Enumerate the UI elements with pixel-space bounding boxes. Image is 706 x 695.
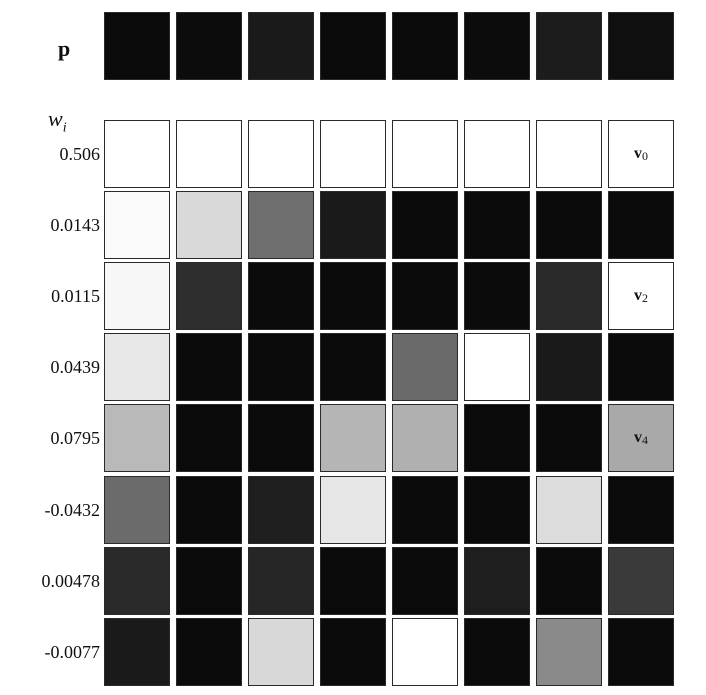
basis-cell bbox=[248, 404, 314, 472]
basis-cell bbox=[536, 547, 602, 615]
basis-cell bbox=[176, 262, 242, 330]
weight-label: 0.506 bbox=[59, 144, 101, 164]
basis-cell bbox=[464, 333, 530, 401]
weight-label: -0.0432 bbox=[44, 500, 101, 520]
basis-cell bbox=[248, 120, 314, 188]
basis-cell bbox=[392, 120, 458, 188]
basis-cell bbox=[248, 547, 314, 615]
basis-cell bbox=[104, 120, 170, 188]
weights-header-sub: i bbox=[62, 120, 67, 136]
p-label: p bbox=[58, 36, 71, 61]
basis-cell bbox=[104, 618, 170, 686]
p-cell bbox=[320, 12, 386, 80]
basis-cell bbox=[392, 476, 458, 544]
p-cell bbox=[248, 12, 314, 80]
basis-cell bbox=[176, 547, 242, 615]
basis-cell bbox=[176, 476, 242, 544]
basis-cell bbox=[320, 476, 386, 544]
basis-cell bbox=[320, 547, 386, 615]
basis-cell: v4 bbox=[608, 404, 674, 472]
basis-cell bbox=[464, 262, 530, 330]
basis-cell bbox=[536, 262, 602, 330]
basis-cell bbox=[536, 191, 602, 259]
p-cell bbox=[536, 12, 602, 80]
basis-cell bbox=[248, 262, 314, 330]
basis-vector-label: v4 bbox=[634, 428, 648, 447]
basis-cell bbox=[392, 618, 458, 686]
basis-cell bbox=[104, 262, 170, 330]
basis-cell bbox=[248, 191, 314, 259]
basis-cell bbox=[608, 476, 674, 544]
basis-cell bbox=[104, 476, 170, 544]
p-cell bbox=[608, 12, 674, 80]
basis-cell bbox=[464, 618, 530, 686]
basis-cell bbox=[464, 404, 530, 472]
basis-cell bbox=[176, 404, 242, 472]
basis-cell bbox=[320, 120, 386, 188]
basis-cell bbox=[536, 404, 602, 472]
basis-cell bbox=[536, 618, 602, 686]
basis-cell bbox=[608, 547, 674, 615]
basis-cell bbox=[392, 262, 458, 330]
basis-cell bbox=[320, 404, 386, 472]
basis-cell bbox=[104, 191, 170, 259]
basis-cell bbox=[320, 262, 386, 330]
basis-cell bbox=[320, 618, 386, 686]
basis-cell bbox=[176, 618, 242, 686]
basis-cell bbox=[392, 404, 458, 472]
weight-label: -0.0077 bbox=[44, 642, 101, 662]
basis-cell bbox=[176, 333, 242, 401]
basis-vector-label: v0 bbox=[634, 144, 648, 163]
weight-label: 0.0439 bbox=[50, 357, 101, 377]
basis-cell bbox=[248, 333, 314, 401]
basis-cell bbox=[248, 618, 314, 686]
basis-cell bbox=[320, 191, 386, 259]
weights-header: wi bbox=[48, 106, 67, 136]
basis-cell bbox=[464, 191, 530, 259]
weight-label: 0.0143 bbox=[50, 215, 101, 235]
basis-cell bbox=[536, 120, 602, 188]
weight-label: 0.00478 bbox=[41, 571, 101, 591]
basis-cell bbox=[464, 547, 530, 615]
basis-cell bbox=[248, 476, 314, 544]
basis-cell bbox=[536, 476, 602, 544]
weight-label: 0.0115 bbox=[51, 286, 100, 306]
weight-label: 0.0795 bbox=[50, 428, 101, 448]
basis-cell bbox=[392, 191, 458, 259]
basis-cell bbox=[176, 120, 242, 188]
p-cell bbox=[176, 12, 242, 80]
basis-cell bbox=[608, 191, 674, 259]
weights-header-base: w bbox=[48, 106, 63, 131]
basis-vector-label: v2 bbox=[634, 286, 648, 305]
basis-cell bbox=[104, 333, 170, 401]
basis-cell: v0 bbox=[608, 120, 674, 188]
basis-cell: v2 bbox=[608, 262, 674, 330]
basis-cell bbox=[608, 333, 674, 401]
basis-cell bbox=[464, 120, 530, 188]
p-cell bbox=[464, 12, 530, 80]
basis-cell bbox=[104, 547, 170, 615]
basis-cell bbox=[392, 547, 458, 615]
p-cell bbox=[104, 12, 170, 80]
basis-cell bbox=[536, 333, 602, 401]
basis-cell bbox=[464, 476, 530, 544]
basis-cell bbox=[320, 333, 386, 401]
p-cell bbox=[392, 12, 458, 80]
basis-cell bbox=[392, 333, 458, 401]
basis-cell bbox=[608, 618, 674, 686]
basis-cell bbox=[104, 404, 170, 472]
basis-cell bbox=[176, 191, 242, 259]
